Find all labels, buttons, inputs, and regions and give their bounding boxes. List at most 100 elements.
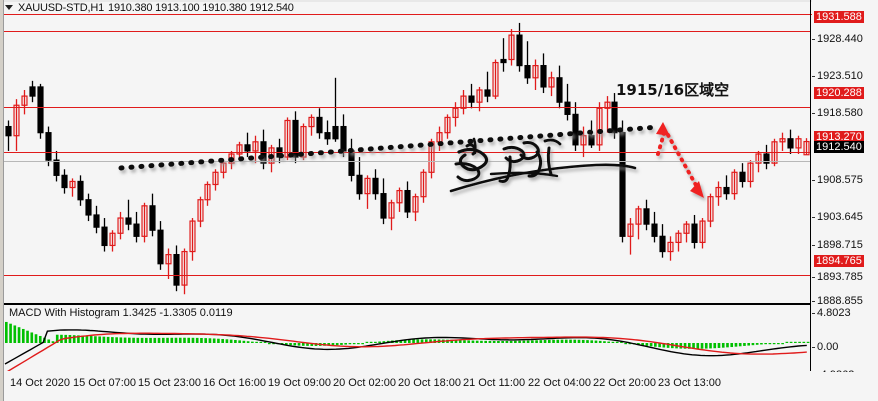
time-label: 14 Oct 2020 bbox=[10, 377, 70, 389]
candlestick bbox=[244, 132, 251, 158]
candlestick bbox=[500, 38, 507, 72]
macd-tick-label: 4.8023 bbox=[817, 307, 851, 319]
candlestick bbox=[141, 202, 148, 243]
candlestick bbox=[635, 205, 642, 240]
candlestick bbox=[723, 175, 730, 200]
candlestick bbox=[29, 80, 36, 103]
candlestick bbox=[85, 193, 92, 222]
time-label: 16 Oct 16:00 bbox=[203, 377, 266, 389]
candlestick bbox=[659, 224, 666, 258]
time-label: 15 Oct 07:00 bbox=[73, 377, 136, 389]
candlestick bbox=[21, 89, 28, 115]
candlestick bbox=[212, 169, 219, 191]
candlestick bbox=[236, 141, 243, 161]
candlestick bbox=[532, 59, 539, 90]
candlestick bbox=[715, 181, 722, 206]
candlestick bbox=[787, 129, 794, 155]
candlestick bbox=[93, 205, 100, 234]
current-price-line[interactable] bbox=[4, 161, 810, 162]
price-scale[interactable]: 1928.440 1923.510 1918.580 1908.575 1903.645… bbox=[812, 0, 878, 381]
candlestick bbox=[747, 160, 754, 188]
candlestick bbox=[197, 196, 204, 228]
candlestick bbox=[268, 144, 275, 173]
level-price-tag: 1920.288 bbox=[814, 87, 864, 99]
candlestick bbox=[380, 178, 387, 225]
horizontal-level-line[interactable] bbox=[4, 275, 810, 276]
level-price-tag: 1913.270 bbox=[814, 131, 864, 143]
candlestick bbox=[572, 102, 579, 151]
horizontal-level-line[interactable] bbox=[4, 31, 810, 32]
candlestick bbox=[308, 114, 315, 136]
symbol-header[interactable]: XAUUSD-STD,H1 1910.380 1913.100 1910.380… bbox=[5, 1, 294, 14]
candlestick bbox=[404, 181, 411, 219]
header-separator bbox=[4, 14, 878, 15]
price-chart-pane[interactable] bbox=[4, 15, 810, 301]
candlestick bbox=[133, 211, 140, 243]
resistance-annotation: 1915/16区域空 bbox=[616, 81, 730, 99]
candlestick bbox=[524, 41, 531, 84]
candlestick bbox=[651, 211, 658, 243]
candlestick bbox=[428, 138, 435, 179]
time-label: 22 Oct 20:00 bbox=[593, 377, 656, 389]
candlestick bbox=[181, 248, 188, 295]
candlestick bbox=[484, 71, 491, 103]
price-tick: 1908.575 bbox=[812, 174, 878, 186]
price-tick-label: 1928.440 bbox=[817, 33, 863, 45]
candlestick bbox=[452, 102, 459, 127]
candlestick bbox=[596, 102, 603, 151]
candlestick bbox=[468, 83, 475, 109]
candlestick bbox=[643, 199, 650, 231]
candlestick bbox=[189, 218, 196, 261]
candlestick bbox=[364, 175, 371, 209]
candlestick bbox=[763, 144, 770, 170]
candlestick bbox=[173, 245, 180, 292]
price-tick-label: 1888.855 bbox=[817, 295, 863, 307]
window-top-edge bbox=[0, 0, 878, 2]
candlestick bbox=[556, 65, 563, 109]
ohlc-values: 1910.380 1913.100 1910.380 1912.540 bbox=[108, 1, 294, 14]
candlestick bbox=[340, 114, 347, 158]
horizontal-level-line[interactable] bbox=[4, 107, 810, 108]
candlestick bbox=[300, 123, 307, 161]
candlestick bbox=[667, 236, 674, 261]
price-tick-label: 1923.510 bbox=[817, 70, 863, 82]
candlestick bbox=[204, 181, 211, 206]
candlestick bbox=[117, 211, 124, 240]
candlestick bbox=[260, 129, 267, 170]
candlestick bbox=[691, 214, 698, 249]
time-label: 15 Oct 23:00 bbox=[138, 377, 201, 389]
candlestick bbox=[420, 169, 427, 203]
time-label: 19 Oct 09:00 bbox=[268, 377, 331, 389]
price-tick-label: 1893.785 bbox=[817, 271, 863, 283]
candlestick bbox=[220, 160, 227, 179]
candlestick bbox=[388, 199, 395, 231]
candlestick bbox=[795, 135, 802, 155]
macd-tick: 0.00 bbox=[812, 341, 878, 353]
candlestick bbox=[412, 193, 419, 222]
macd-label: MACD With Histogram 1.3425 -1.3305 0.011… bbox=[9, 307, 233, 319]
horizontal-level-line[interactable] bbox=[4, 152, 810, 153]
chart-right-border bbox=[810, 0, 811, 371]
candlestick bbox=[779, 132, 786, 151]
macd-indicator-pane[interactable]: MACD With Histogram 1.3425 -1.3305 0.011… bbox=[4, 303, 810, 374]
candlestick bbox=[372, 169, 379, 200]
candlestick bbox=[731, 169, 738, 200]
candlestick bbox=[444, 114, 451, 139]
macd-tick-label: 0.00 bbox=[817, 341, 839, 353]
candlestick bbox=[252, 135, 259, 164]
price-tick-label: 1908.575 bbox=[817, 174, 863, 186]
candlestick bbox=[548, 71, 555, 97]
candlestick bbox=[157, 221, 164, 270]
candlestick bbox=[683, 221, 690, 243]
time-scale[interactable]: 14 Oct 2020 15 Oct 07:00 15 Oct 23:00 16 Oc… bbox=[4, 372, 878, 401]
candlestick bbox=[627, 218, 634, 255]
candlestick bbox=[165, 248, 172, 279]
candlestick bbox=[61, 169, 68, 194]
chevron-down-icon[interactable] bbox=[5, 5, 13, 10]
candlestick bbox=[69, 178, 76, 197]
candlestick bbox=[396, 187, 403, 212]
price-tick: 1898.715 bbox=[812, 239, 878, 251]
price-tick-label: 1918.580 bbox=[817, 107, 863, 119]
candlestick bbox=[540, 53, 547, 94]
